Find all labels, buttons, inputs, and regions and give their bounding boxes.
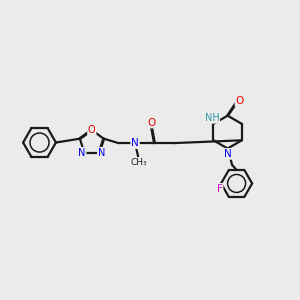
- Text: N: N: [131, 138, 139, 148]
- Text: O: O: [236, 96, 244, 106]
- Text: O: O: [88, 125, 96, 135]
- Text: O: O: [147, 118, 156, 128]
- Text: CH₃: CH₃: [130, 158, 147, 167]
- Text: NH: NH: [205, 113, 219, 123]
- Text: N: N: [98, 148, 105, 158]
- Text: F: F: [217, 184, 223, 194]
- Text: N: N: [224, 149, 232, 159]
- Text: N: N: [78, 148, 86, 158]
